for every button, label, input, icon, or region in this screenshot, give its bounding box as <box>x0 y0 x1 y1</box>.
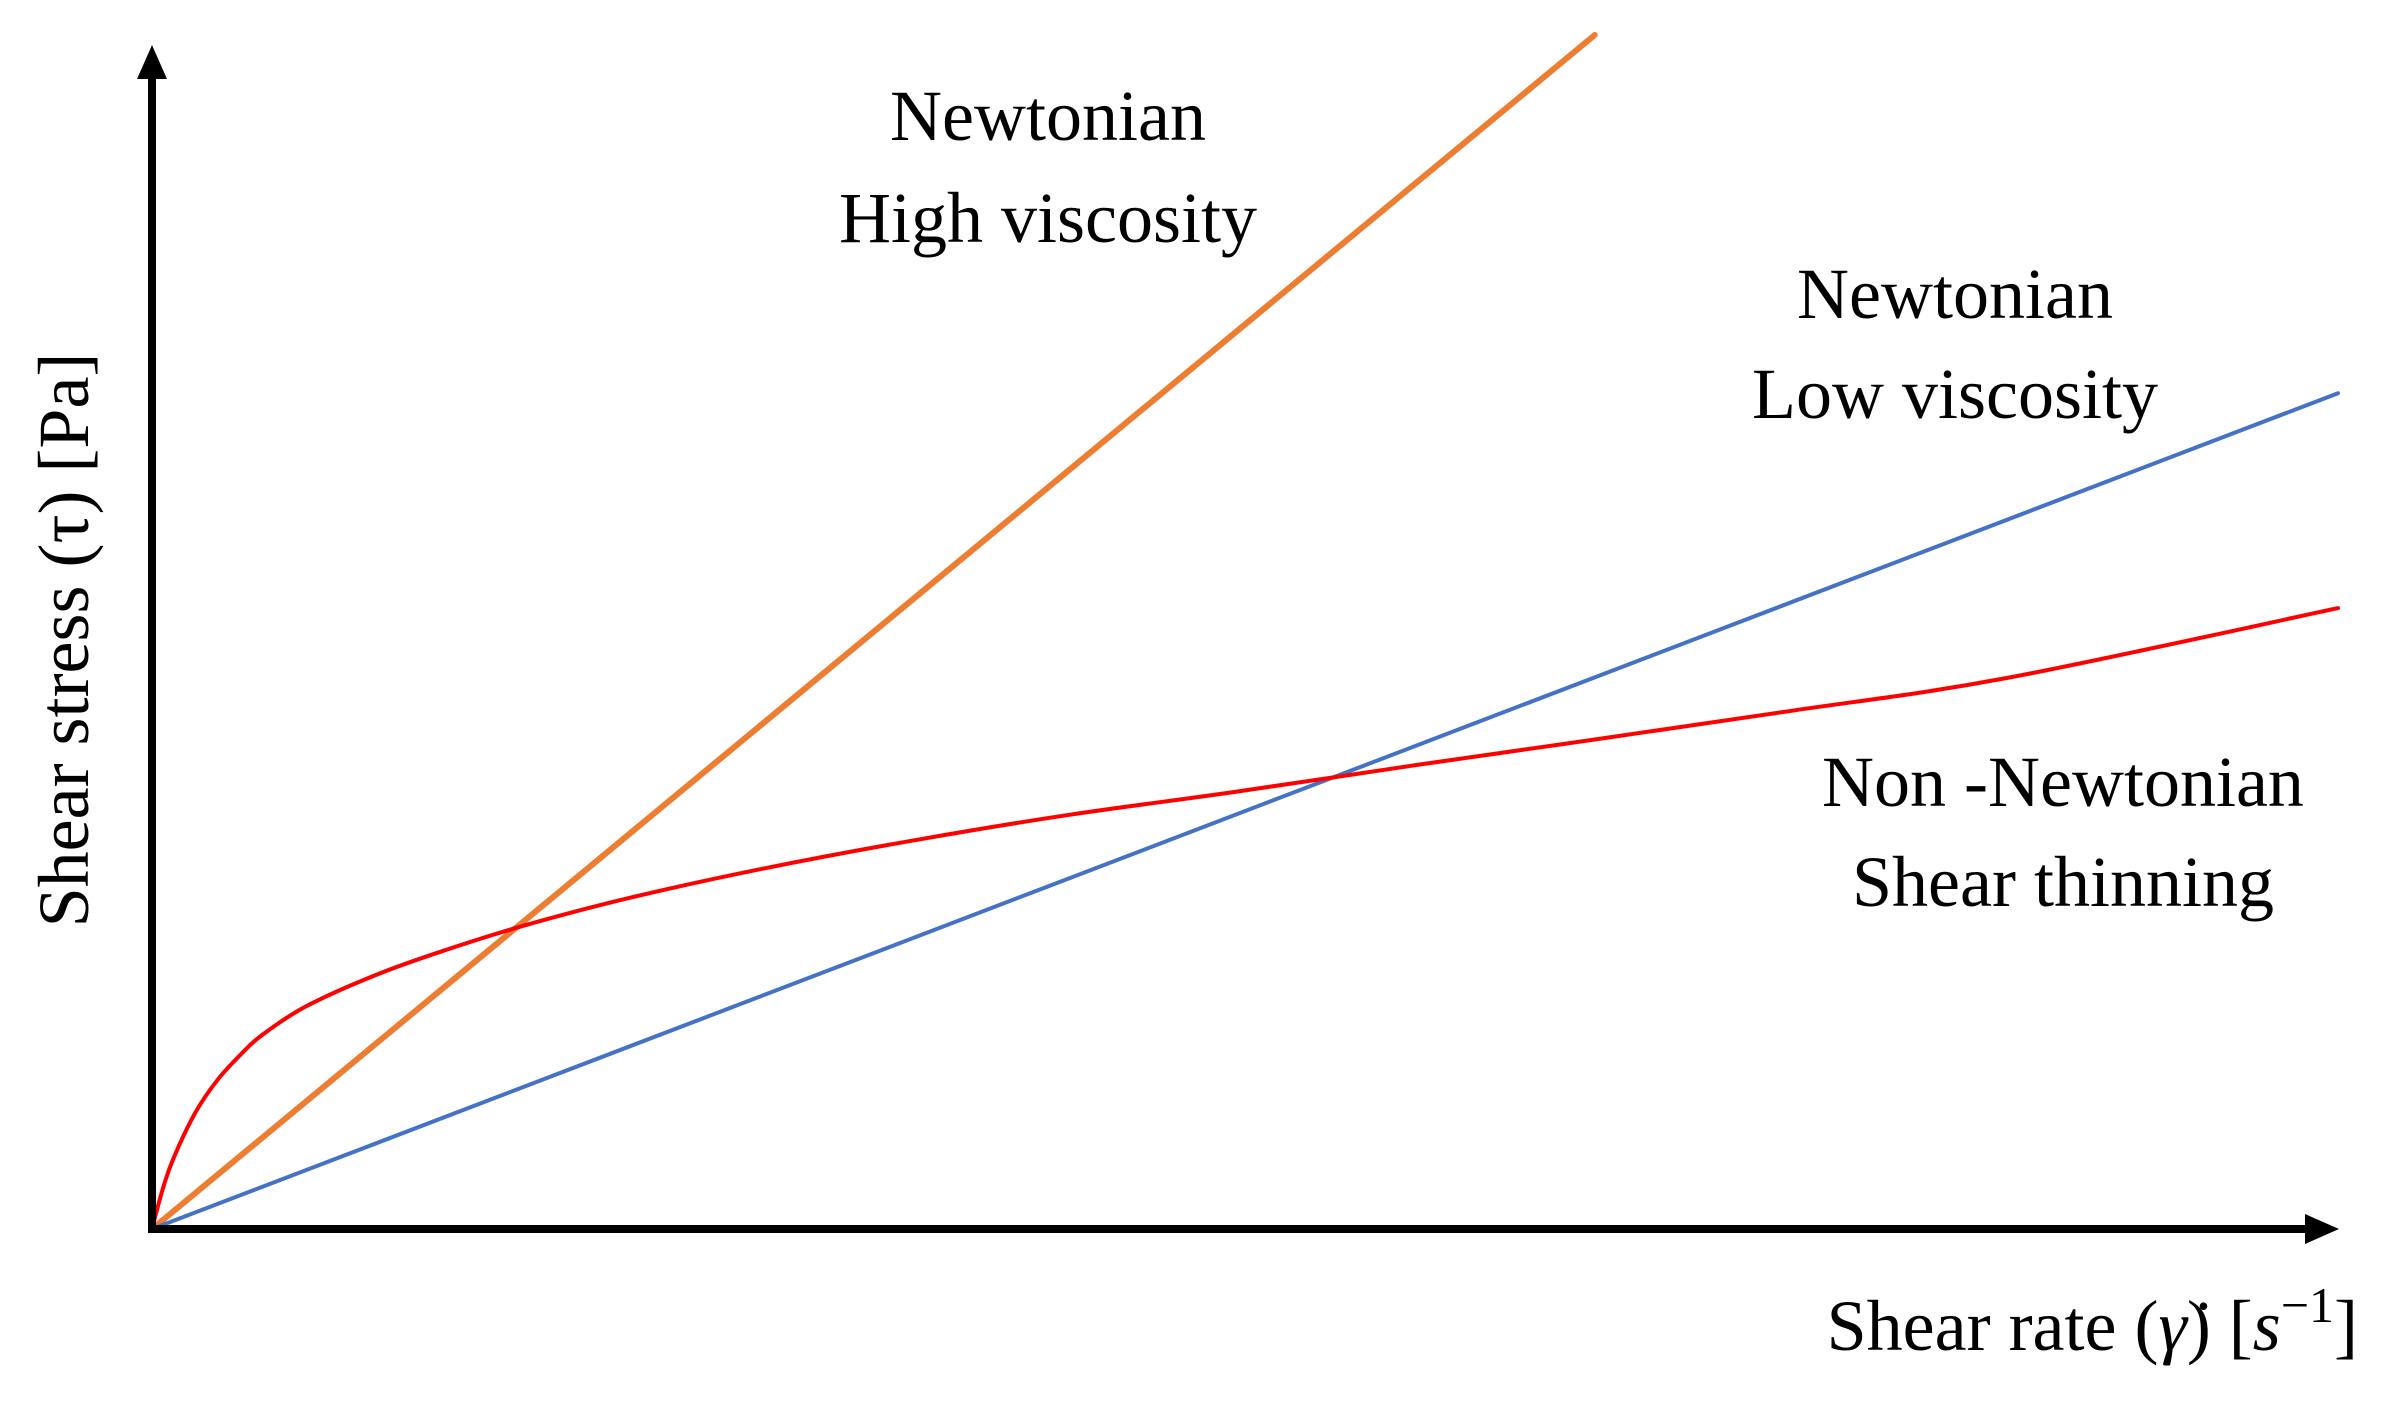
label-newtonian-low-viscosity-line2: Low viscosity <box>1752 354 2158 434</box>
x-axis-title-exponent: −1 <box>2281 1277 2334 1333</box>
label-shear-thinning-line2: Shear thinning <box>1852 842 2274 922</box>
label-newtonian-high-viscosity-line1: Newtonian <box>890 76 1206 156</box>
x-axis-title-unit: s <box>2253 1286 2281 1366</box>
series-line-newtonian-low-viscosity <box>150 391 2340 1231</box>
axes <box>137 45 2339 1244</box>
series-line-newtonian-high-viscosity <box>149 32 1598 1232</box>
label-non-newtonian-line1: Non -Newtonian <box>1822 742 2304 822</box>
label-newtonian-high-viscosity-line2: High viscosity <box>839 178 1257 258</box>
plot-series <box>149 32 2340 1232</box>
x-axis-title-prefix: Shear rate ( <box>1827 1286 2159 1366</box>
y-axis-title: Shear stress (τ) [Pa] <box>24 353 104 928</box>
series-labels: Newtonian High viscosity Newtonian Low v… <box>839 76 2304 922</box>
x-axis-title-suffix: ] <box>2334 1286 2358 1366</box>
x-axis-title: Shear rate (γ̇) [s−1] <box>1827 1277 2358 1366</box>
x-axis-title-mid: ) [ <box>2187 1286 2253 1366</box>
label-newtonian-low-viscosity-line1: Newtonian <box>1797 254 2113 334</box>
axis-titles: Shear rate (γ̇) [s−1] Shear stress (τ) [… <box>24 353 2358 1366</box>
series-curve-non-newtonian-shear-thinning <box>150 606 2340 1231</box>
